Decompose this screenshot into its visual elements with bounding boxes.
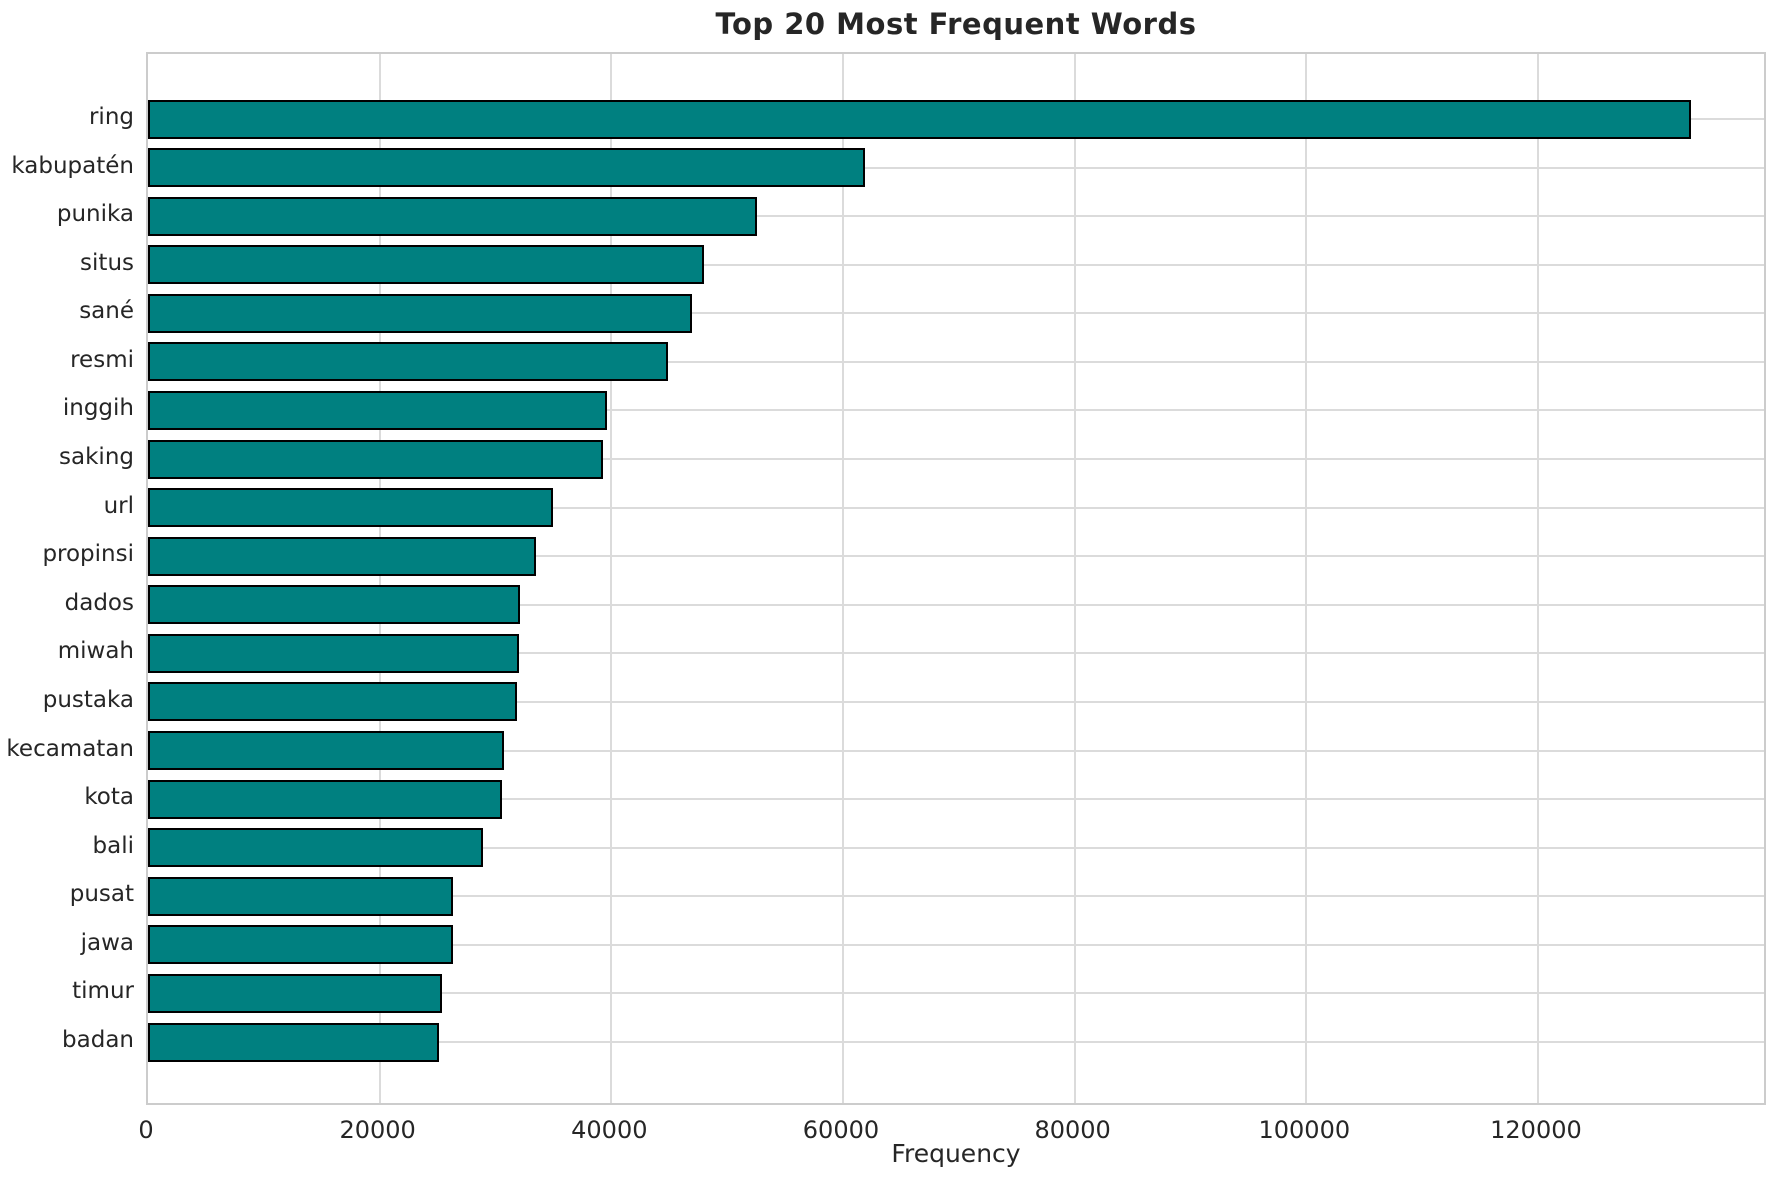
- x-tick-label: 40000: [571, 1116, 648, 1144]
- y-gridline: [148, 360, 1764, 363]
- y-gridline: [148, 409, 1764, 412]
- x-tick-label: 20000: [339, 1116, 416, 1144]
- bar-badan: [148, 1022, 439, 1062]
- y-gridline: [148, 700, 1764, 703]
- bar-situs: [148, 245, 704, 285]
- y-gridline: [148, 1041, 1764, 1043]
- y-tick-label: pustaka: [42, 686, 134, 713]
- y-tick-label: jawa: [80, 929, 134, 956]
- bar-dados: [148, 585, 520, 625]
- x-gridline: [1536, 54, 1539, 1103]
- y-gridline: [148, 312, 1764, 315]
- y-tick-label: bali: [92, 832, 134, 859]
- y-tick-label: punika: [56, 201, 134, 228]
- y-tick-label: ring: [88, 104, 134, 130]
- y-tick-label: sané: [79, 298, 134, 325]
- y-tick-label: kota: [84, 784, 134, 811]
- bar-kecamatan: [148, 731, 504, 771]
- bar-jawa: [148, 925, 453, 965]
- bar-timur: [148, 973, 443, 1013]
- y-gridline: [148, 798, 1764, 801]
- y-tick-label: kabupatén: [11, 152, 134, 179]
- y-gridline: [148, 603, 1764, 606]
- plot-area: [146, 52, 1766, 1105]
- y-gridline: [148, 846, 1764, 849]
- bar-saking: [148, 439, 604, 479]
- y-tick-label: badan: [62, 1027, 134, 1053]
- bar-propinsi: [148, 536, 537, 576]
- bar-pusat: [148, 876, 453, 916]
- bar-kabupatén: [148, 148, 865, 188]
- bar-ring: [148, 99, 1691, 139]
- bar-bali: [148, 828, 483, 868]
- bar-miwah: [148, 633, 519, 673]
- bar-kota: [148, 779, 503, 819]
- y-tick-label: timur: [72, 978, 134, 1005]
- x-tick-label: 0: [138, 1116, 154, 1144]
- y-gridline: [148, 506, 1764, 509]
- y-tick-label: miwah: [57, 638, 134, 665]
- x-gridline: [378, 54, 381, 1103]
- x-tick-label: 120000: [1490, 1116, 1582, 1144]
- x-gridline: [1073, 54, 1076, 1103]
- y-gridline: [148, 555, 1764, 558]
- chart-title: Top 20 Most Frequent Words: [715, 7, 1197, 41]
- y-tick-label: situs: [80, 249, 134, 276]
- x-gridline: [610, 54, 613, 1103]
- y-gridline: [148, 458, 1764, 461]
- x-tick-label: 80000: [1034, 1116, 1111, 1144]
- y-tick-label: inggih: [62, 395, 134, 422]
- y-tick-label: resmi: [70, 346, 134, 373]
- y-gridline: [148, 652, 1764, 655]
- y-gridline: [148, 992, 1764, 995]
- x-tick-label: 60000: [802, 1116, 880, 1144]
- bar-url: [148, 488, 554, 528]
- y-gridline: [148, 166, 1764, 169]
- y-gridline: [148, 749, 1764, 752]
- x-axis-label: Frequency: [891, 1139, 1021, 1168]
- y-gridline: [148, 263, 1764, 266]
- bar-pustaka: [148, 682, 518, 722]
- y-tick-label: propinsi: [42, 541, 134, 568]
- y-tick-label: pusat: [69, 881, 134, 908]
- y-tick-label: saking: [59, 444, 134, 471]
- x-tick-label: 100000: [1258, 1116, 1351, 1144]
- x-gridline: [841, 54, 844, 1103]
- y-gridline: [148, 215, 1764, 218]
- bar-resmi: [148, 342, 669, 382]
- bar-punika: [148, 196, 758, 236]
- y-tick-label: url: [103, 492, 134, 519]
- y-tick-label: dados: [64, 589, 134, 616]
- y-gridline: [148, 895, 1764, 898]
- bar-inggih: [148, 390, 607, 430]
- bar-sané: [148, 293, 693, 333]
- x-gridline: [1305, 54, 1308, 1103]
- y-gridline: [148, 943, 1764, 946]
- y-tick-label: kecamatan: [6, 735, 134, 762]
